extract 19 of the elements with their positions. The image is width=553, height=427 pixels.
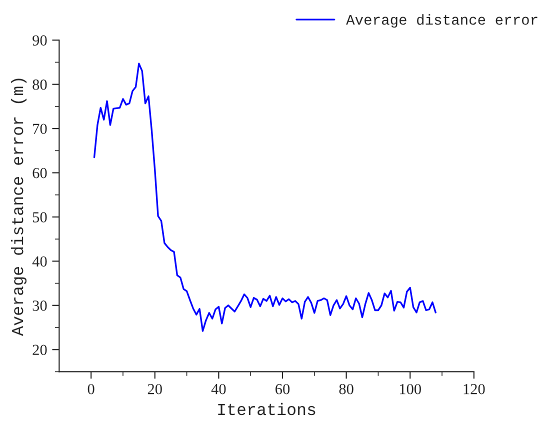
- x-tick-label: 100: [400, 384, 421, 394]
- x-tick-label: 40: [211, 384, 226, 394]
- x-tick-label: 0: [88, 384, 94, 394]
- y-tick-label: 30: [32, 300, 47, 311]
- line-series: [93, 62, 436, 332]
- x-axis-title: Iterations: [218, 402, 316, 416]
- y-axis-title: Average distance error (m): [10, 78, 27, 336]
- legend-label: Average distance error: [346, 14, 538, 28]
- y-tick-label: 60: [32, 168, 47, 178]
- x-tick-label: 20: [148, 384, 162, 394]
- y-tick-label: 70: [33, 124, 47, 134]
- y-tick-label: 40: [32, 256, 47, 267]
- y-tick-label: 50: [32, 212, 47, 222]
- y-tick-label: 20: [32, 344, 47, 356]
- x-tick-label: 120: [464, 384, 485, 394]
- y-tick-label: 90: [32, 35, 47, 46]
- x-tick-label: 80: [339, 384, 354, 394]
- x-tick-label: 60: [276, 384, 290, 394]
- y-tick-label: 80: [32, 79, 47, 90]
